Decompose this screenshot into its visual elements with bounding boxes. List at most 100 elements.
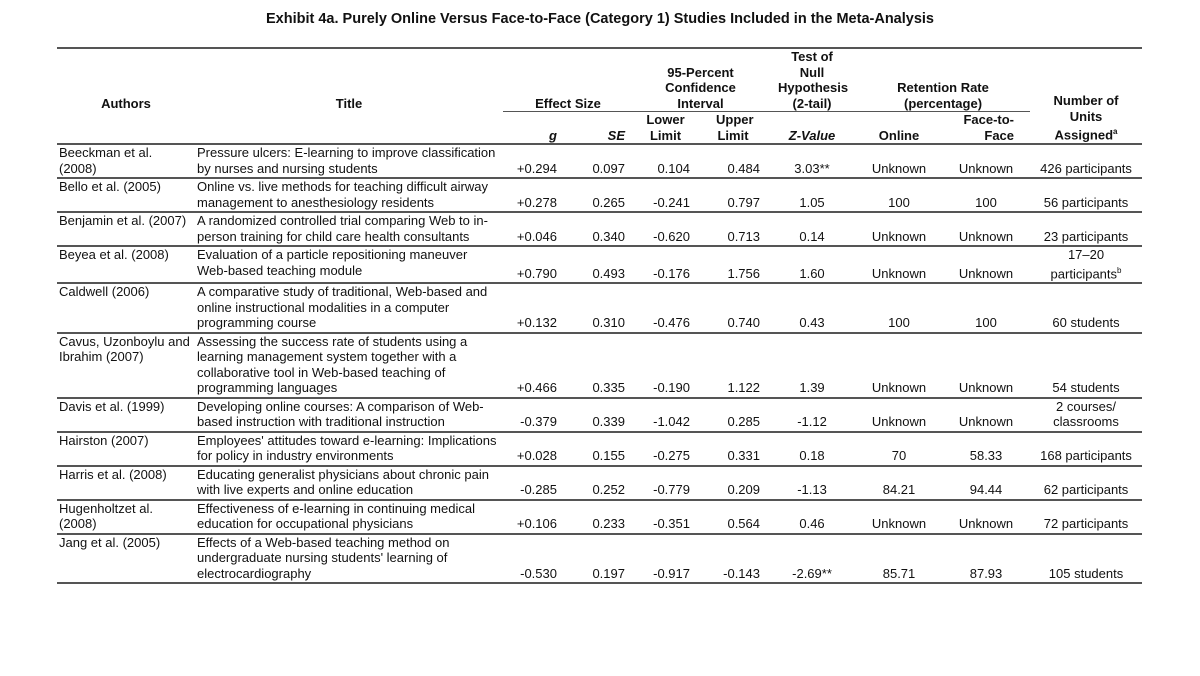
cell-authors: Hairston (2007) bbox=[59, 432, 149, 448]
cell-z: 3.03** bbox=[794, 160, 830, 176]
header-upper: Upper Limit bbox=[716, 112, 754, 143]
cell-units: 62 participants bbox=[1043, 482, 1129, 498]
cell-authors: Hugenholtzet al. (2008) bbox=[59, 500, 153, 532]
table-header: Authors Title Effect Size 95-Percent Con… bbox=[57, 48, 1143, 144]
cell-upper: 1.756 bbox=[727, 265, 761, 281]
cell-f2f: Unknown bbox=[958, 160, 1014, 176]
cell-authors: Benjamin et al. (2007) bbox=[59, 213, 187, 228]
table-row: Benjamin et al. (2007) A randomized contr… bbox=[57, 212, 1143, 246]
footnote-marker: b bbox=[1117, 265, 1122, 275]
cell-se: 0.233 bbox=[592, 516, 625, 532]
cell-online: Unknown bbox=[871, 265, 927, 281]
cell-lower: -0.779 bbox=[653, 482, 690, 498]
cell-g: +0.028 bbox=[516, 448, 557, 464]
table-row: Harris et al. (2008) Educating generalist… bbox=[57, 466, 1143, 500]
cell-units: 168 participants bbox=[1040, 448, 1132, 464]
cell-se: 0.097 bbox=[592, 160, 625, 176]
cell-z: -1.13 bbox=[797, 482, 827, 498]
cell-units: 72 participants bbox=[1043, 516, 1129, 532]
cell-upper: -0.143 bbox=[723, 565, 761, 581]
cell-online: 84.21 bbox=[882, 482, 916, 498]
cell-lower: -0.620 bbox=[653, 228, 690, 244]
cell-authors: Cavus, Uzonboylu and Ibrahim (2007) bbox=[59, 333, 190, 365]
cell-title: A randomized controlled trial comparing … bbox=[197, 213, 488, 244]
cell-online: Unknown bbox=[871, 516, 927, 532]
cell-f2f: Unknown bbox=[958, 228, 1014, 244]
cell-se: 0.335 bbox=[592, 380, 625, 396]
footnote-a: a bbox=[1113, 127, 1118, 137]
cell-units: 105 students bbox=[1048, 565, 1124, 581]
header-z: Z-Value bbox=[788, 127, 836, 143]
cell-f2f: 94.44 bbox=[969, 482, 1003, 498]
cell-f2f: 58.33 bbox=[969, 448, 1003, 464]
cell-g: -0.530 bbox=[520, 565, 557, 581]
cell-f2f: Unknown bbox=[958, 380, 1014, 396]
cell-upper: 0.564 bbox=[727, 516, 761, 532]
cell-f2f: 100 bbox=[975, 315, 997, 331]
cell-upper: 1.122 bbox=[727, 380, 761, 396]
cell-authors: Beeckman et al. (2008) bbox=[59, 145, 153, 176]
cell-z: -2.69** bbox=[792, 565, 832, 581]
cell-f2f: 100 bbox=[975, 194, 997, 210]
cell-authors: Beyea et al. (2008) bbox=[59, 247, 169, 262]
cell-authors: Harris et al. (2008) bbox=[59, 466, 167, 482]
cell-units: 17–20 participantsb bbox=[1050, 247, 1122, 281]
cell-se: 0.310 bbox=[592, 315, 625, 331]
table-row: Hugenholtzet al. (2008) Effectiveness of … bbox=[57, 500, 1143, 534]
cell-online: 100 bbox=[888, 194, 910, 210]
header-units: Number of Units Assigneda bbox=[1053, 93, 1119, 143]
cell-authors: Bello et al. (2005) bbox=[59, 179, 161, 194]
cell-authors: Jang et al. (2005) bbox=[59, 534, 161, 550]
cell-title: Evaluation of a particle repositioning m… bbox=[197, 247, 468, 278]
header-se: SE bbox=[607, 127, 625, 143]
cell-online: Unknown bbox=[871, 414, 927, 430]
cell-z: 0.43 bbox=[799, 315, 825, 331]
cell-z: 1.05 bbox=[799, 194, 825, 210]
cell-authors: Davis et al. (1999) bbox=[59, 398, 165, 414]
cell-f2f: Unknown bbox=[958, 414, 1014, 430]
cell-title: Employees' attitudes toward e-learning: … bbox=[197, 432, 497, 464]
table-row: Davis et al. (1999) Developing online cou… bbox=[57, 398, 1143, 432]
cell-upper: 0.797 bbox=[727, 194, 761, 210]
header-online: Online bbox=[878, 127, 920, 143]
cell-g: +0.294 bbox=[516, 160, 557, 176]
cell-upper: 0.484 bbox=[727, 160, 761, 176]
cell-units: 2 courses/ classrooms bbox=[1053, 398, 1119, 430]
cell-se: 0.252 bbox=[592, 482, 625, 498]
cell-online: Unknown bbox=[871, 228, 927, 244]
cell-f2f: 87.93 bbox=[969, 565, 1003, 581]
cell-authors: Caldwell (2006) bbox=[59, 284, 150, 300]
cell-upper: 0.713 bbox=[727, 228, 761, 244]
cell-lower: -0.241 bbox=[653, 194, 690, 210]
exhibit-title: Exhibit 4a. Purely Online Versus Face-to… bbox=[266, 11, 934, 27]
cell-units: 426 participants bbox=[1040, 160, 1132, 176]
cell-title: Effects of a Web-based teaching method o… bbox=[197, 534, 450, 581]
header-g: g bbox=[549, 127, 557, 143]
cell-units: 23 participants bbox=[1043, 228, 1129, 244]
cell-z: 1.60 bbox=[799, 265, 825, 281]
cell-lower: -0.275 bbox=[653, 448, 690, 464]
table-row: Beeckman et al. (2008) Pressure ulcers: E… bbox=[57, 144, 1143, 178]
cell-se: 0.155 bbox=[592, 448, 625, 464]
cell-z: 0.14 bbox=[799, 228, 825, 244]
cell-online: 70 bbox=[891, 448, 907, 464]
header-title: Title bbox=[335, 96, 363, 111]
cell-upper: 0.331 bbox=[727, 448, 761, 464]
cell-lower: -0.176 bbox=[653, 265, 690, 281]
cell-z: -1.12 bbox=[797, 414, 827, 430]
cell-upper: 0.285 bbox=[727, 414, 761, 430]
cell-g: +0.046 bbox=[516, 228, 557, 244]
table-row: Jang et al. (2005) Effects of a Web-based… bbox=[57, 534, 1143, 584]
header-effect-size: Effect Size bbox=[503, 48, 633, 112]
header-null-test: Test of Null Hypothesis (2-tail) bbox=[768, 48, 857, 112]
cell-se: 0.265 bbox=[592, 194, 625, 210]
cell-z: 0.18 bbox=[799, 448, 825, 464]
cell-g: +0.278 bbox=[516, 194, 557, 210]
cell-title: Developing online courses: A comparison … bbox=[197, 398, 484, 430]
cell-title: Online vs. live methods for teaching dif… bbox=[197, 179, 488, 210]
table-row: Caldwell (2006) A comparative study of tr… bbox=[57, 283, 1143, 333]
cell-upper: 0.740 bbox=[727, 315, 761, 331]
cell-se: 0.197 bbox=[592, 565, 625, 581]
cell-online: 100 bbox=[888, 315, 910, 331]
table-row: Bello et al. (2005) Online vs. live metho… bbox=[57, 178, 1143, 212]
